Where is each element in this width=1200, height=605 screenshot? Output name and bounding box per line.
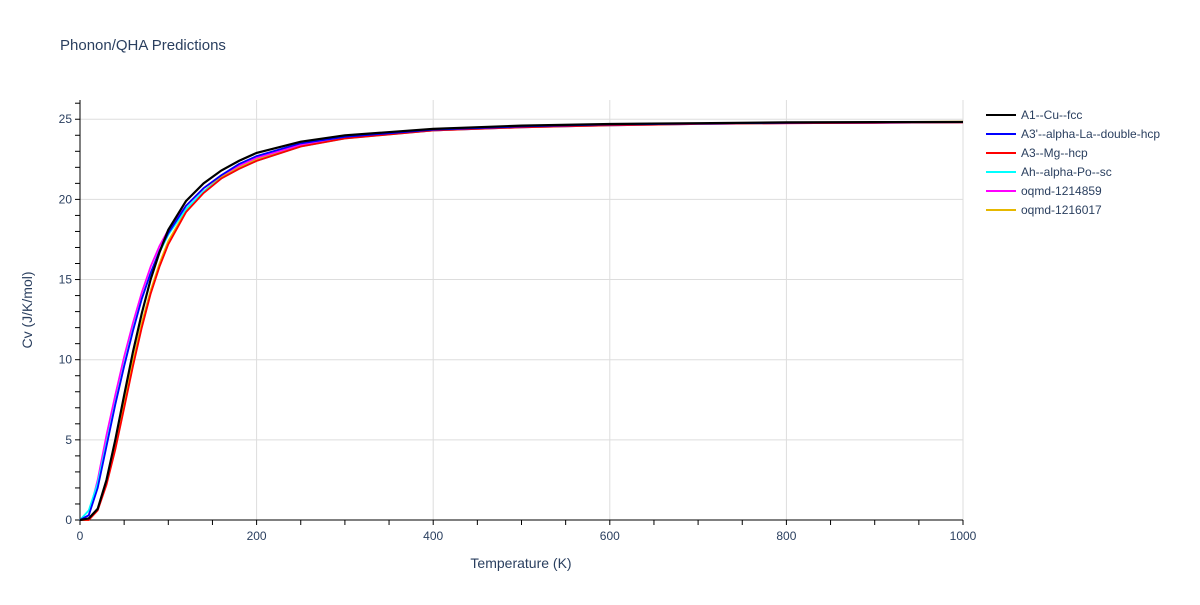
y-axis-label: Cv (J/K/mol) <box>19 272 35 349</box>
y-tick-label: 10 <box>59 353 73 367</box>
x-tick-label: 400 <box>423 529 443 543</box>
legend-label: Ah--alpha-Po--sc <box>1021 165 1112 179</box>
x-tick-label: 1000 <box>950 529 977 543</box>
legend-item[interactable]: oqmd-1216017 <box>986 203 1102 217</box>
series-line-a3-alpha-la-double-hcp <box>79 121 964 521</box>
y-tick-label: 20 <box>59 192 73 206</box>
legend-item[interactable]: A3--Mg--hcp <box>986 146 1088 160</box>
series-line-a1-cu-fcc <box>79 120 964 522</box>
x-tick-label: 0 <box>77 529 84 543</box>
legend-label: A1--Cu--fcc <box>1021 108 1082 122</box>
legend-item[interactable]: Ah--alpha-Po--sc <box>986 165 1112 179</box>
legend-label: oqmd-1214859 <box>1021 184 1102 198</box>
x-tick-label: 600 <box>600 529 620 543</box>
y-tick-label: 5 <box>65 433 72 447</box>
legend-item[interactable]: A1--Cu--fcc <box>986 108 1082 122</box>
x-tick-label: 800 <box>776 529 796 543</box>
legend-label: A3'--alpha-La--double-hcp <box>1021 127 1160 141</box>
legend-item[interactable]: oqmd-1214859 <box>986 184 1102 198</box>
y-tick-label: 25 <box>59 112 73 126</box>
legend-item[interactable]: A3'--alpha-La--double-hcp <box>986 127 1160 141</box>
chart-title: Phonon/QHA Predictions <box>60 37 226 54</box>
y-tick-label: 15 <box>59 273 73 287</box>
y-tick-label: 0 <box>65 513 72 527</box>
legend-label: oqmd-1216017 <box>1021 203 1102 217</box>
legend-label: A3--Mg--hcp <box>1021 146 1088 160</box>
x-tick-label: 200 <box>247 529 267 543</box>
x-axis-label: Temperature (K) <box>470 555 571 571</box>
